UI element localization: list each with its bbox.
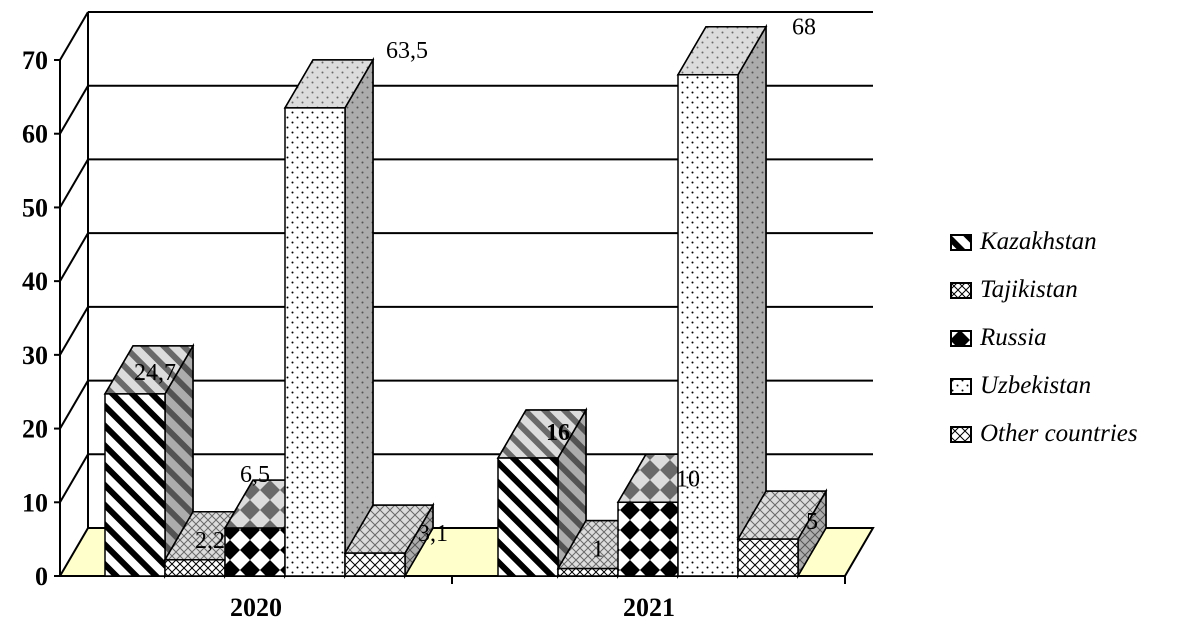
bar-kazakhstan-2021 xyxy=(496,407,588,579)
y-tick-label: 20 xyxy=(22,415,48,444)
gridline-diag xyxy=(59,380,89,430)
y-tick-label: 30 xyxy=(22,341,48,370)
data-label: 10 xyxy=(676,466,700,492)
bar-other-countries-2021 xyxy=(736,488,828,579)
y-tick-label: 10 xyxy=(22,488,48,517)
gridline-diag xyxy=(59,232,89,282)
bar-side-pattern xyxy=(344,57,374,579)
data-label: 16 xyxy=(546,420,570,446)
bar-front xyxy=(497,457,559,577)
gridline-diag xyxy=(59,453,89,503)
legend-label: Tajikistan xyxy=(980,276,1078,303)
legend: Kazakhstan Tajikistan Russia Uzbekistan Othe… xyxy=(950,218,1138,458)
legend-swatch xyxy=(950,329,972,347)
gridline-diag xyxy=(59,11,89,61)
bar-front xyxy=(617,501,679,577)
bar-front xyxy=(164,559,226,577)
bar-front xyxy=(284,107,346,577)
y-tick-label: 70 xyxy=(22,46,48,75)
legend-swatch xyxy=(950,425,972,443)
legend-item: Tajikistan xyxy=(950,266,1138,314)
y-tick-label: 50 xyxy=(22,193,48,222)
gridline-diag xyxy=(59,306,89,356)
legend-swatch xyxy=(950,281,972,299)
legend-swatch xyxy=(950,377,972,395)
data-label: 68 xyxy=(792,15,816,41)
x-category-label: 2021 xyxy=(623,593,675,622)
legend-item: Other countries xyxy=(950,410,1138,458)
y-tick-label: 60 xyxy=(22,120,48,149)
bar-uzbekistan-2021 xyxy=(676,23,768,579)
bar-other-countries-2020 xyxy=(343,502,435,579)
data-label: 24,7 xyxy=(134,360,176,386)
bar-front xyxy=(104,393,166,577)
bar-front xyxy=(677,73,739,577)
legend-swatch xyxy=(950,233,972,251)
y-ticks: 0 10 20 30 40 50 60 70 xyxy=(22,46,60,591)
data-label: 3,1 xyxy=(418,521,448,547)
bar-front xyxy=(344,552,406,577)
data-label: 1 xyxy=(592,537,604,563)
bar-side-pattern xyxy=(737,23,767,579)
bar-front xyxy=(557,567,619,577)
data-label: 63,5 xyxy=(386,38,428,64)
y-tick-label: 40 xyxy=(22,267,48,296)
data-label: 5 xyxy=(806,509,818,535)
data-label: 6,5 xyxy=(240,462,270,488)
bar-front xyxy=(737,538,799,577)
gridline-diag xyxy=(59,85,89,135)
y-tick-label: 0 xyxy=(35,562,48,591)
legend-item: Uzbekistan xyxy=(950,362,1138,410)
bar-front xyxy=(224,527,286,577)
gridline-diag xyxy=(59,158,89,208)
x-category-label: 2020 xyxy=(230,593,282,622)
bar-uzbekistan-2020 xyxy=(283,57,375,579)
legend-item: Kazakhstan xyxy=(950,218,1138,266)
legend-label: Uzbekistan xyxy=(980,372,1092,399)
x-categories: 2020 2021 xyxy=(230,576,846,622)
legend-label: Other countries xyxy=(980,420,1138,447)
data-label: 2,2 xyxy=(195,528,225,554)
bars xyxy=(103,23,828,579)
legend-item: Russia xyxy=(950,314,1138,362)
legend-label: Russia xyxy=(980,324,1047,351)
legend-label: Kazakhstan xyxy=(980,228,1097,255)
data-labels: 24,7 2,2 6,5 63,5 3,1 16 1 10 68 5 xyxy=(134,15,818,563)
